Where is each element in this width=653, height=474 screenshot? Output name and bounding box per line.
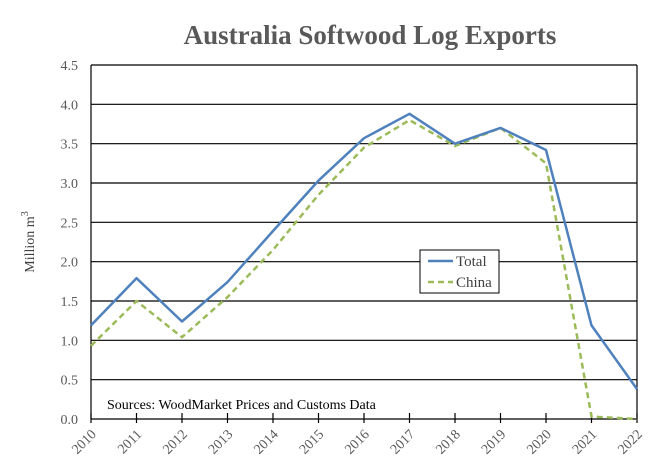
x-tick-label: 2011 <box>115 427 145 457</box>
chart-title: Australia Softwood Log Exports <box>184 20 557 50</box>
y-tick-label: 1.5 <box>61 295 79 310</box>
x-tick-label: 2015 <box>297 427 327 457</box>
y-tick-label: 4.0 <box>61 98 79 113</box>
y-tick-label: 2.0 <box>61 256 79 271</box>
x-tick-label: 2014 <box>251 427 281 457</box>
x-axis-ticks: 2010 2011 2012 2013 2014 2015 2016 2017 2018 2019… <box>69 413 646 458</box>
legend-china-label: China <box>456 275 492 291</box>
x-tick-label: 2022 <box>615 427 645 457</box>
x-tick-label: 2018 <box>433 427 463 457</box>
series-china-line <box>90 118 638 421</box>
y-tick-label: 0.0 <box>61 413 79 428</box>
x-tick-label: 2010 <box>69 427 99 457</box>
source-annotation: Sources: WoodMarket Prices and Customs D… <box>107 398 377 413</box>
legend: Total China <box>419 249 500 294</box>
x-tick-label: 2016 <box>342 427 372 457</box>
series-lines <box>90 112 639 421</box>
y-tick-label: 4.5 <box>61 59 79 74</box>
legend-box <box>419 249 500 294</box>
y-axis-ticks: 0.0 0.5 1.0 1.5 2.0 2.5 3.0 3.5 4.0 4.5 <box>61 59 79 428</box>
series-total-line <box>90 112 639 390</box>
x-tick-label: 2021 <box>570 427 600 457</box>
y-tick-label: 3.0 <box>61 177 79 192</box>
y-tick-label: 3.5 <box>61 138 79 153</box>
x-tick-label: 2019 <box>479 427 509 457</box>
gridlines <box>90 64 638 420</box>
y-axis-label: Million m3 <box>20 211 38 272</box>
y-tick-label: 2.5 <box>61 216 79 231</box>
x-tick-label: 2020 <box>524 427 554 457</box>
legend-total-label: Total <box>456 254 487 270</box>
x-tick-label: 2017 <box>388 427 418 457</box>
y-tick-label: 0.5 <box>61 374 79 389</box>
x-tick-label: 2013 <box>206 427 236 457</box>
x-tick-label: 2012 <box>160 427 190 457</box>
y-tick-label: 1.0 <box>61 334 79 349</box>
